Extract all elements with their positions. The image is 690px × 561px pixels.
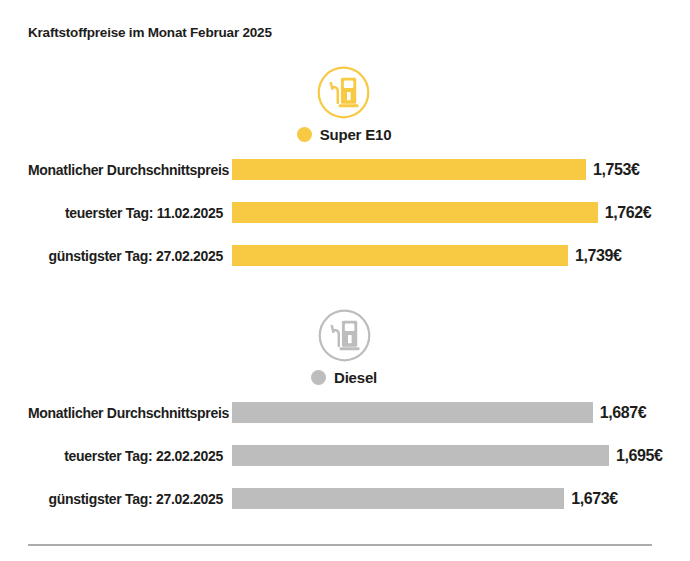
- diesel-bars: Monatlicher Durchschnittspreis 1,687€ te…: [28, 402, 660, 509]
- bar-super-average: [232, 159, 586, 180]
- legend-label: Super E10: [320, 126, 392, 143]
- super-e10-bars: Monatlicher Durchschnittspreis 1,753€ te…: [28, 159, 660, 266]
- bar-super-max: [232, 202, 598, 223]
- bar-track: 1,753€: [232, 159, 660, 180]
- fuel-pump-icon: [318, 309, 371, 362]
- section-super-e10: Super E10 Monatlicher Durchschnittspreis…: [28, 66, 660, 266]
- bar-diesel-min: [232, 488, 564, 509]
- bar-row-diesel-average: Monatlicher Durchschnittspreis 1,687€: [28, 402, 660, 423]
- bar-value: 1,753€: [593, 161, 640, 179]
- bar-label: teuerster Tag: 22.02.2025: [28, 448, 232, 464]
- legend-dot-icon: [311, 370, 326, 385]
- infographic-fuel-prices: Kraftstoffpreise im Monat Februar 2025 S…: [0, 0, 690, 561]
- bar-label: teuerster Tag: 11.02.2025: [28, 205, 232, 221]
- bar-label: günstigster Tag: 27.02.2025: [28, 248, 232, 264]
- legend-diesel: Diesel: [311, 369, 377, 386]
- bar-label: Monatlicher Durchschnittspreis: [28, 405, 232, 421]
- bar-track: 1,695€: [232, 445, 660, 466]
- bar-row-super-average: Monatlicher Durchschnittspreis 1,753€: [28, 159, 660, 180]
- bar-diesel-average: [232, 402, 593, 423]
- section-diesel: Diesel Monatlicher Durchschnittspreis 1,…: [28, 309, 660, 509]
- bar-row-diesel-min: günstigster Tag: 27.02.2025 1,673€: [28, 488, 660, 509]
- bar-label: Monatlicher Durchschnittspreis: [28, 162, 232, 178]
- page-title: Kraftstoffpreise im Monat Februar 2025: [28, 26, 660, 40]
- bar-value: 1,695€: [616, 447, 663, 465]
- bar-track: 1,673€: [232, 488, 660, 509]
- bar-row-super-min: günstigster Tag: 27.02.2025 1,739€: [28, 245, 660, 266]
- bar-label: günstigster Tag: 27.02.2025: [28, 491, 232, 507]
- legend-super-e10: Super E10: [297, 126, 392, 143]
- super-e10-header: Super E10: [297, 66, 392, 143]
- bottom-divider: [28, 544, 652, 546]
- bar-value: 1,762€: [605, 204, 652, 222]
- bar-value: 1,739€: [575, 247, 622, 265]
- diesel-header: Diesel: [311, 309, 377, 386]
- fuel-pump-icon: [317, 66, 370, 119]
- legend-label: Diesel: [334, 369, 377, 386]
- bar-super-min: [232, 245, 568, 266]
- bar-row-diesel-max: teuerster Tag: 22.02.2025 1,695€: [28, 445, 660, 466]
- bar-track: 1,687€: [232, 402, 660, 423]
- bar-diesel-max: [232, 445, 609, 466]
- bar-track: 1,739€: [232, 245, 660, 266]
- bar-value: 1,673€: [571, 490, 618, 508]
- bar-track: 1,762€: [232, 202, 660, 223]
- legend-dot-icon: [297, 127, 312, 142]
- bar-row-super-max: teuerster Tag: 11.02.2025 1,762€: [28, 202, 660, 223]
- bar-value: 1,687€: [600, 404, 647, 422]
